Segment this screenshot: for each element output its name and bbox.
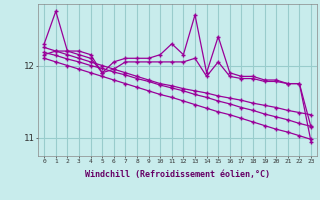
- X-axis label: Windchill (Refroidissement éolien,°C): Windchill (Refroidissement éolien,°C): [85, 170, 270, 179]
